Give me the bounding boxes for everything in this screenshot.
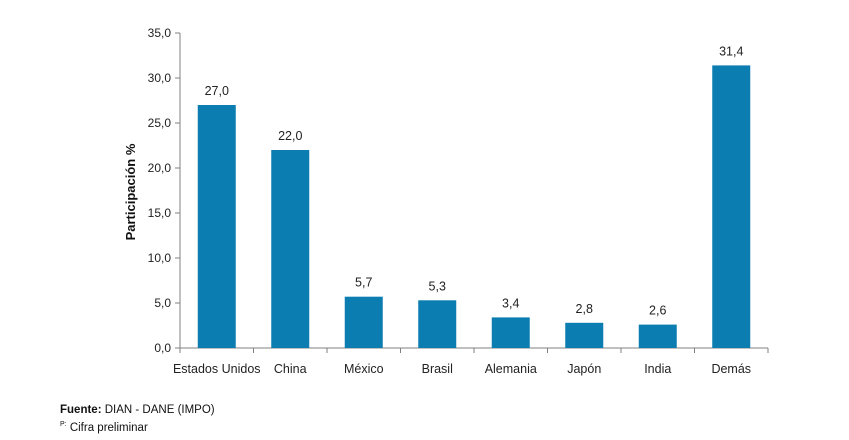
x-tick-label: Demás: [711, 362, 751, 376]
data-label: 3,4: [502, 296, 519, 310]
y-tick-label: 0,0: [154, 341, 171, 355]
data-label: 5,3: [429, 279, 446, 293]
bar: [344, 296, 383, 348]
data-label: 31,4: [719, 44, 743, 58]
source-label: Fuente:: [60, 404, 102, 416]
data-label: 5,7: [355, 276, 372, 290]
footnote: P: Cifra preliminar: [60, 421, 148, 434]
data-label: 22,0: [278, 129, 302, 143]
y-tick-label: 25,0: [148, 116, 172, 130]
data-label: 27,0: [205, 84, 229, 98]
y-tick-label: 10,0: [148, 251, 172, 265]
source-note: Fuente: DIAN - DANE (IMPO): [60, 404, 215, 416]
source-text: DIAN - DANE (IMPO): [101, 404, 215, 416]
bar: [638, 324, 677, 348]
x-tick-label: México: [344, 362, 384, 376]
x-tick-label: Japón: [567, 362, 601, 376]
bars: [197, 65, 751, 349]
bar: [565, 322, 604, 348]
bar: [197, 105, 236, 348]
x-tick-label: Estados Unidos: [173, 362, 261, 376]
y-tick-label: 30,0: [148, 71, 172, 85]
axes: 0,0 5,0 10,0 15,0 20,0 25,0 30,0 35,0: [148, 26, 769, 355]
data-label: 2,8: [576, 302, 593, 316]
bar: [418, 300, 457, 348]
y-tick-label: 35,0: [148, 26, 172, 40]
data-label: 2,6: [649, 304, 666, 318]
y-tick-label: 5,0: [154, 296, 171, 310]
x-tick-label: China: [274, 362, 307, 376]
x-tick-label: India: [644, 362, 671, 376]
y-tick-label: 20,0: [148, 161, 172, 175]
bar: [271, 150, 310, 348]
y-tick-label: 15,0: [148, 206, 172, 220]
footnote-text: Cifra preliminar: [66, 421, 148, 434]
bar: [712, 65, 751, 349]
x-tick-label: Brasil: [422, 362, 453, 376]
y-axis-label: Participación %: [123, 143, 138, 240]
x-tick-label: Alemania: [485, 362, 537, 376]
bar: [491, 317, 530, 348]
data-labels: 27,0 Estados Unidos 22,0 China 5,7 México 5,3 B…: [173, 44, 751, 376]
footnote-marker: P:: [60, 421, 67, 428]
